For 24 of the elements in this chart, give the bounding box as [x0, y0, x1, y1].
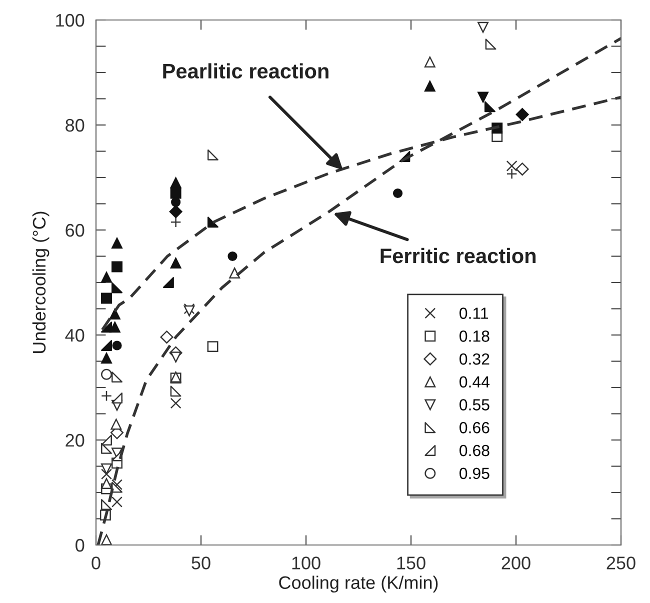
x-tick-label: 50 — [192, 556, 210, 570]
y-tick-label: 20 — [66, 434, 84, 447]
legend-label: 0.11 — [460, 308, 488, 319]
x-tick-label: 150 — [397, 556, 426, 570]
x-tick-label: 200 — [502, 556, 530, 570]
legend-label: 0.32 — [460, 353, 490, 365]
legend-label: 0.18 — [460, 330, 490, 342]
legend-label: 0.55 — [460, 399, 490, 410]
legend-label: 0.68 — [460, 444, 490, 456]
x-tick-label: 0 — [92, 556, 100, 570]
legend-label: 0.44 — [460, 376, 490, 388]
annotation: Ferritic reaction — [380, 248, 536, 264]
y-tick-label: 100 — [56, 14, 84, 27]
y-tick-label: 80 — [66, 118, 84, 132]
x-tick-label: 250 — [606, 556, 636, 570]
y-axis-title: Undercooling (°C) — [32, 212, 50, 353]
legend-label: 0.95 — [460, 468, 490, 480]
y-tick-label: 0 — [76, 538, 84, 552]
annotation: Pearlitic reaction — [163, 63, 328, 79]
y-tick-label: 40 — [65, 328, 84, 342]
x-tick-label: 100 — [292, 556, 320, 570]
legend-label: 0.66 — [460, 422, 490, 434]
x-axis-title: Cooling rate (K/min) — [279, 576, 438, 593]
y-tick-label: 60 — [66, 224, 84, 237]
